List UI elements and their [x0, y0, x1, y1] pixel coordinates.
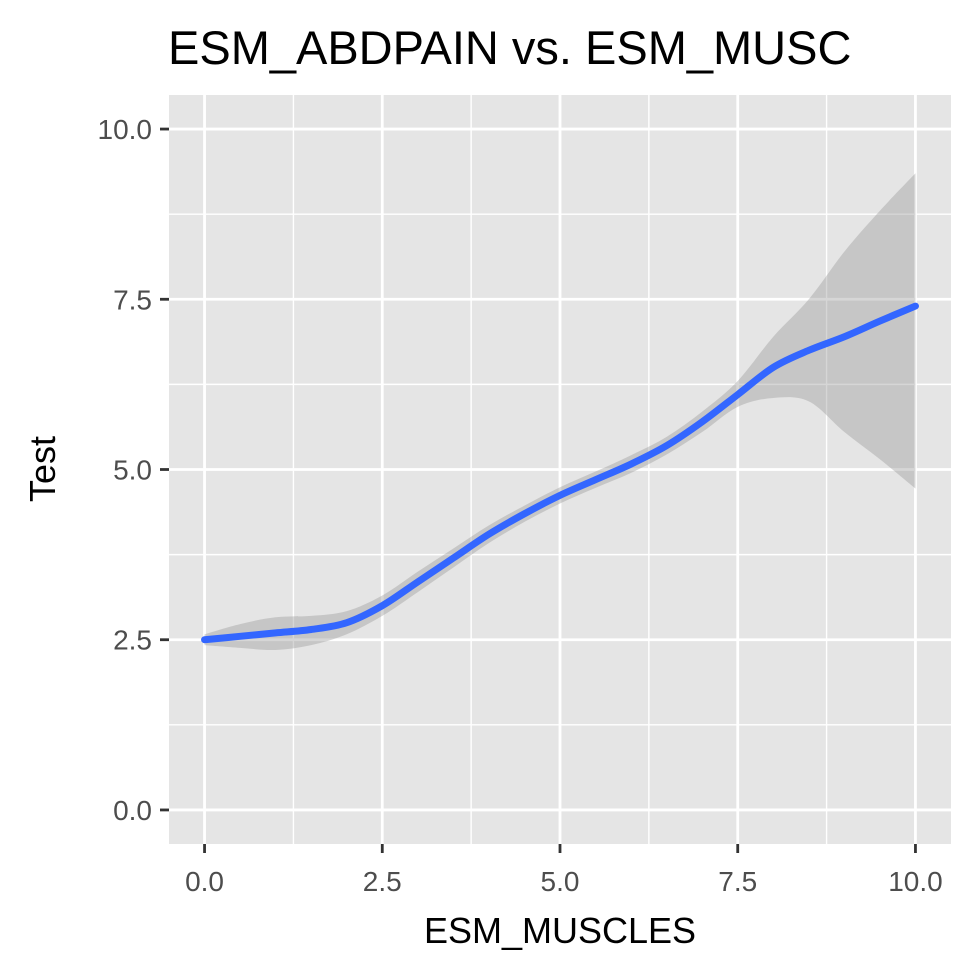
major-gridlines — [169, 95, 951, 844]
x-tick-label: 7.5 — [718, 866, 757, 897]
y-axis-title: Test — [22, 436, 63, 502]
x-tick-label: 10.0 — [888, 866, 943, 897]
y-tick-label: 10.0 — [98, 114, 153, 145]
x-tick-label: 5.0 — [541, 866, 580, 897]
x-tick-label: 2.5 — [363, 866, 402, 897]
y-tick-label: 5.0 — [113, 455, 152, 486]
smooth-line — [201, 302, 919, 644]
y-axis: 0.0 2.5 5.0 7.5 10.0 — [98, 114, 169, 826]
y-tick-label: 7.5 — [113, 284, 152, 315]
x-tick-label: 0.0 — [185, 866, 224, 897]
chart-title: ESM_ABDPAIN vs. ESM_MUSC — [168, 21, 851, 74]
x-axis: 0.0 2.5 5.0 7.5 10.0 — [185, 844, 943, 897]
y-tick-label: 2.5 — [113, 625, 152, 656]
x-axis-title: ESM_MUSCLES — [424, 910, 696, 951]
y-tick-label: 0.0 — [113, 795, 152, 826]
